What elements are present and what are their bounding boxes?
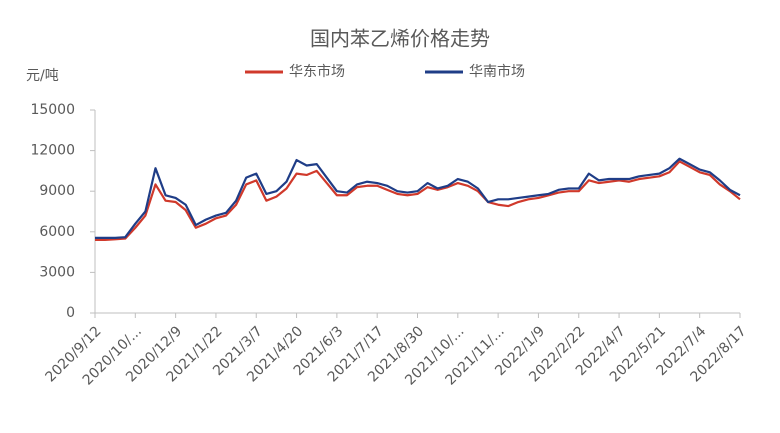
y-tick-label: 9000	[39, 183, 75, 199]
y-tick-label: 15000	[30, 102, 75, 118]
series-line	[95, 160, 741, 242]
legend-label: 华东市场	[289, 63, 345, 80]
legend: 华东市场 华南市场	[245, 63, 525, 80]
y-tick-label: 12000	[30, 143, 75, 159]
chart-title: 国内苯乙烯价格走势	[310, 27, 490, 51]
y-axis-label: 元/吨	[26, 68, 59, 84]
y-tick-label: 0	[66, 305, 75, 321]
y-tick-label: 6000	[39, 224, 75, 240]
series-line	[95, 157, 741, 239]
y-tick-label: 3000	[39, 264, 75, 280]
legend-label: 华南市场	[469, 63, 525, 80]
